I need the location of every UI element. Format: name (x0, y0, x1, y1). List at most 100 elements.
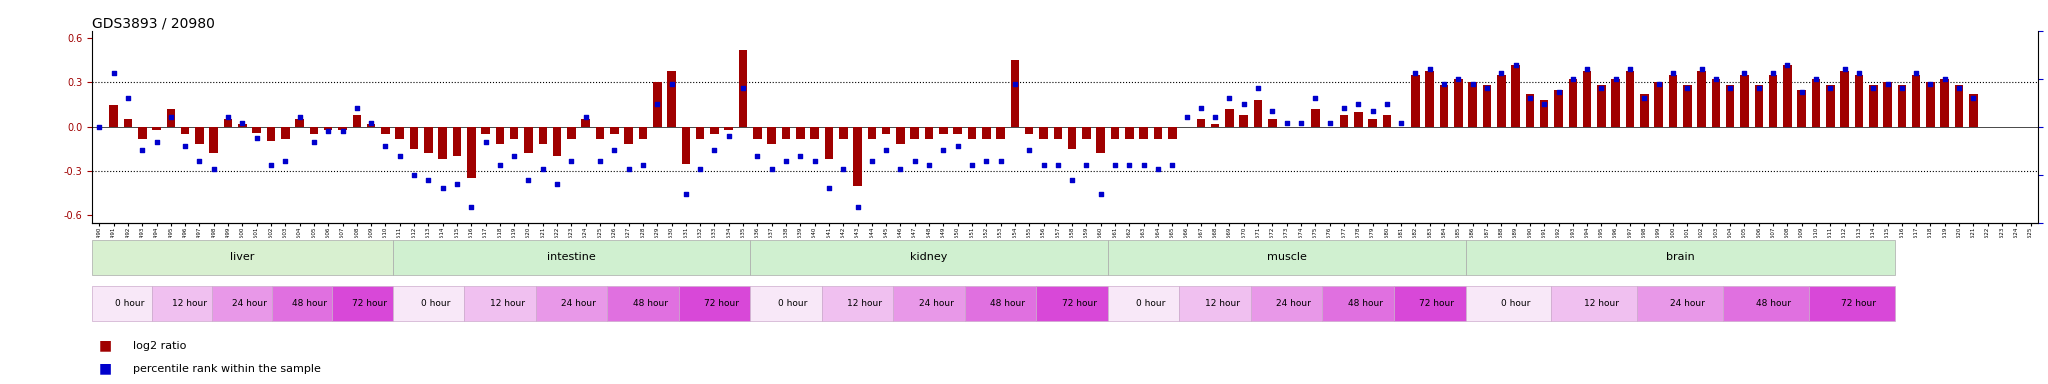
Text: ■: ■ (98, 362, 111, 376)
Bar (1253, 100, 1262, 127)
Text: 72 hour: 72 hour (1841, 299, 1876, 308)
Bar (1612, 79, 1620, 127)
Bar (1010, 60, 1020, 127)
FancyBboxPatch shape (272, 286, 332, 321)
FancyBboxPatch shape (1395, 286, 1466, 321)
Point (512, 177, 545, 184)
Bar (1354, 112, 1362, 127)
Bar (696, 127, 705, 139)
Point (197, 166, 229, 172)
Text: 72 hour: 72 hour (1419, 299, 1454, 308)
Point (1384, 120, 1417, 126)
FancyBboxPatch shape (606, 286, 678, 321)
Text: 48 hour: 48 hour (1348, 299, 1382, 308)
Bar (424, 127, 432, 153)
Point (154, 114, 186, 120)
Bar (1268, 119, 1276, 127)
Point (111, 95, 143, 101)
Point (827, 166, 860, 172)
Point (1356, 108, 1389, 114)
FancyBboxPatch shape (1722, 286, 1808, 321)
Bar (1827, 85, 1835, 127)
Point (541, 181, 573, 187)
Point (211, 114, 244, 120)
Bar (152, 127, 162, 130)
Point (1686, 66, 1718, 72)
Bar (1784, 65, 1792, 127)
Bar (1669, 75, 1677, 127)
Point (526, 166, 559, 172)
Text: brain: brain (1665, 252, 1694, 262)
Point (1886, 85, 1919, 91)
Point (412, 177, 444, 184)
Point (311, 127, 344, 134)
Text: 0 hour: 0 hour (778, 299, 807, 308)
Bar (768, 127, 776, 144)
Point (1255, 108, 1288, 114)
Point (713, 133, 745, 139)
FancyBboxPatch shape (893, 286, 965, 321)
Point (1671, 85, 1704, 91)
Bar (195, 127, 203, 144)
Bar (668, 71, 676, 127)
Bar (166, 109, 176, 127)
Point (1298, 95, 1331, 101)
Text: 12 hour: 12 hour (1583, 299, 1618, 308)
Bar (797, 127, 805, 139)
Point (469, 139, 502, 145)
Bar (1968, 94, 1978, 127)
Bar (1511, 65, 1520, 127)
Point (813, 185, 846, 191)
Point (426, 185, 459, 191)
Bar (1898, 85, 1907, 127)
Bar (180, 127, 188, 134)
Point (139, 139, 172, 145)
FancyBboxPatch shape (332, 286, 393, 321)
Text: 0 hour: 0 hour (115, 299, 143, 308)
Point (956, 162, 989, 168)
Point (1585, 85, 1618, 91)
Bar (1139, 127, 1149, 139)
Point (1327, 104, 1360, 111)
Point (1313, 120, 1346, 126)
Text: muscle: muscle (1268, 252, 1307, 262)
Point (1628, 95, 1661, 101)
Point (1370, 101, 1403, 107)
FancyBboxPatch shape (393, 286, 465, 321)
Text: 48 hour: 48 hour (633, 299, 668, 308)
Point (1915, 81, 1948, 88)
Bar (754, 127, 762, 139)
Text: 72 hour: 72 hour (352, 299, 387, 308)
Point (1028, 162, 1061, 168)
Bar (1683, 85, 1692, 127)
Bar (510, 127, 518, 139)
Point (756, 166, 788, 172)
Bar (1726, 85, 1735, 127)
Point (297, 139, 330, 145)
Bar (969, 127, 977, 139)
Bar (295, 119, 303, 127)
Bar (582, 119, 590, 127)
Bar (1382, 115, 1391, 127)
FancyBboxPatch shape (537, 286, 606, 321)
Bar (137, 127, 147, 139)
Point (1958, 95, 1991, 101)
Bar (1096, 127, 1106, 153)
Text: percentile rank within the sample: percentile rank within the sample (133, 364, 322, 374)
Point (1944, 85, 1976, 91)
FancyBboxPatch shape (821, 286, 893, 321)
Bar (653, 83, 662, 127)
Point (1499, 62, 1532, 68)
Bar (467, 127, 475, 179)
Text: 0 hour: 0 hour (1137, 299, 1165, 308)
Text: liver: liver (229, 252, 254, 262)
FancyBboxPatch shape (1636, 286, 1722, 321)
Text: 48 hour: 48 hour (293, 299, 328, 308)
Bar (1368, 119, 1376, 127)
Point (1055, 177, 1087, 184)
Bar (1812, 79, 1821, 127)
Bar (1855, 75, 1864, 127)
Bar (209, 127, 217, 153)
Bar (1569, 79, 1577, 127)
Point (999, 81, 1032, 88)
